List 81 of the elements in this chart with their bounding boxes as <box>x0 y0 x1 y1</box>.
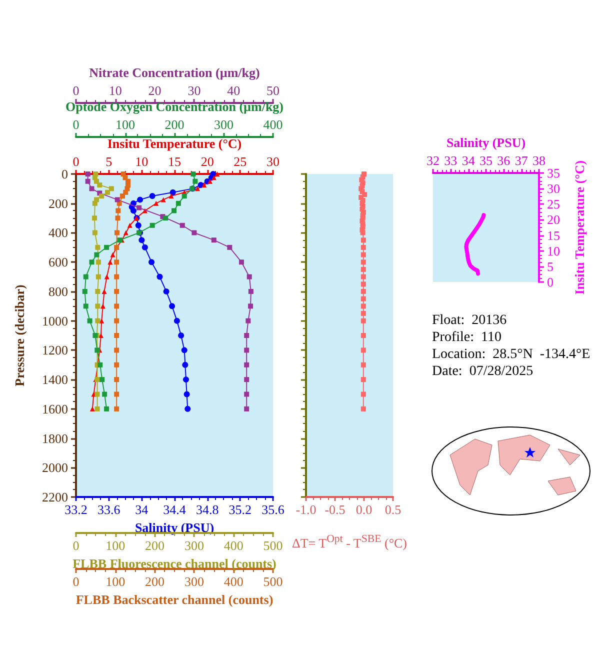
x-tick-label: 34 <box>462 153 476 168</box>
x2-tick-label: 50 <box>266 83 280 98</box>
y-tick-label: 2000 <box>42 460 68 476</box>
x-tick-label: 300 <box>184 574 204 589</box>
y-axis-title: Insitu Temperature (°C) <box>572 160 587 295</box>
y-tick-label: 800 <box>48 284 68 299</box>
x2-axis-title: Insitu Temperature (°C) <box>107 136 242 152</box>
x-tick-label: 500 <box>263 574 283 589</box>
x-tick-label: 33.2 <box>64 502 88 517</box>
y-tick-label: 200 <box>48 196 68 211</box>
x-axis-title: ΔT= T$^{Opt}$ - T$^{SBE}$ (°C) <box>292 533 408 552</box>
x2-tick-label: 100 <box>116 117 135 132</box>
x-tick-label: 500 <box>263 538 283 553</box>
y-tick-label: 10 <box>547 243 560 258</box>
y-tick-label: 20 <box>547 212 560 228</box>
x-tick-label: 0.5 <box>384 502 402 517</box>
y-tick-label: 1400 <box>42 372 68 388</box>
x-tick-label: 37 <box>514 153 528 168</box>
x2-tick-label: 300 <box>214 117 234 132</box>
x-tick-label: 400 <box>224 574 244 589</box>
x-tick-label: 0 <box>72 538 80 553</box>
x-axis-title: Salinity (PSU) <box>134 520 214 535</box>
x-axis-title: Salinity (PSU) <box>446 135 526 150</box>
x-tick-label: 200 <box>145 538 165 553</box>
text: Profile: 110 <box>432 329 502 346</box>
x-tick-label: 200 <box>145 574 165 589</box>
x-tick-label: 35 <box>480 153 492 168</box>
x-tick-label: 100 <box>106 538 126 553</box>
x-tick-label: 36 <box>497 153 511 168</box>
x2-tick-label: 0 <box>72 117 80 132</box>
y-tick-label: 1800 <box>42 430 68 446</box>
x-tick-label: 34 <box>135 502 149 517</box>
x-tick-label: 300 <box>184 538 204 553</box>
x2-tick-label: 20 <box>148 83 162 98</box>
x2-axis-title: Optode Oxygen Concentration (µm/kg) <box>65 99 284 114</box>
text: Date: 07/28/2025 <box>432 363 534 380</box>
x-tick-label: 35.6 <box>262 502 285 517</box>
y-tick-label: 25 <box>547 196 560 212</box>
y-tick-label: 2200 <box>42 490 68 504</box>
x-tick-label: 32 <box>426 153 440 168</box>
x2-tick-label: 10 <box>108 83 122 98</box>
x2-tick-label: 5 <box>106 154 112 169</box>
x2-tick-label: 40 <box>227 83 240 98</box>
x2-tick-label: 30 <box>266 154 280 169</box>
x-tick-label: 34.4 <box>163 502 186 517</box>
x2-tick-label: 15 <box>168 154 181 169</box>
y-tick-label: 0 <box>62 166 68 182</box>
x-axis-title: FLBB Fluorescence channel (counts) <box>72 556 276 571</box>
y-tick-label: 15 <box>547 228 560 243</box>
x-tick-label: -1.0 <box>296 502 316 517</box>
x2-tick-label: 30 <box>188 83 201 98</box>
y-tick-label: 400 <box>48 225 68 240</box>
x-tick-label: 33 <box>444 153 458 168</box>
x-tick-label: 38 <box>532 153 546 168</box>
x-axis-title: FLBB Backscatter channel (counts) <box>76 592 274 607</box>
x-tick-label: 0 <box>72 574 80 589</box>
x2-tick-label: 400 <box>263 117 283 132</box>
x2-tick-label: 20 <box>200 154 214 169</box>
y-tick-label: 1200 <box>42 342 68 358</box>
y-tick-label: 35 <box>547 166 560 180</box>
x-tick-label: 34.8 <box>196 502 219 517</box>
x2-tick-label: 10 <box>135 154 148 169</box>
text: Float: 20136 <box>432 312 508 329</box>
x2-axis-title: Nitrate Concentration (µm/kg) <box>89 65 260 80</box>
y-tick-label: 1600 <box>42 401 68 416</box>
x-tick-label: 33.6 <box>97 502 121 517</box>
y-axis-title: Pressure (decibar) <box>12 284 27 386</box>
x2-tick-label: 25 <box>234 154 247 169</box>
x-tick-label: 400 <box>224 538 244 553</box>
x-tick-label: 35.2 <box>228 502 252 517</box>
y-tick-label: 0 <box>547 274 554 290</box>
x2-tick-label: 0 <box>72 83 80 98</box>
x-tick-label: 100 <box>106 574 126 589</box>
y-tick-label: 30 <box>547 181 560 196</box>
x-tick-label: -0.5 <box>324 502 346 517</box>
x2-tick-label: 200 <box>164 117 184 132</box>
text: Location: 28.5°N -134.4°E <box>432 346 592 363</box>
y-tick-label: 5 <box>547 258 554 274</box>
y-tick-label: 1000 <box>42 313 68 328</box>
y-tick-label: 600 <box>48 254 68 270</box>
x-tick-label: 0.0 <box>356 502 372 517</box>
